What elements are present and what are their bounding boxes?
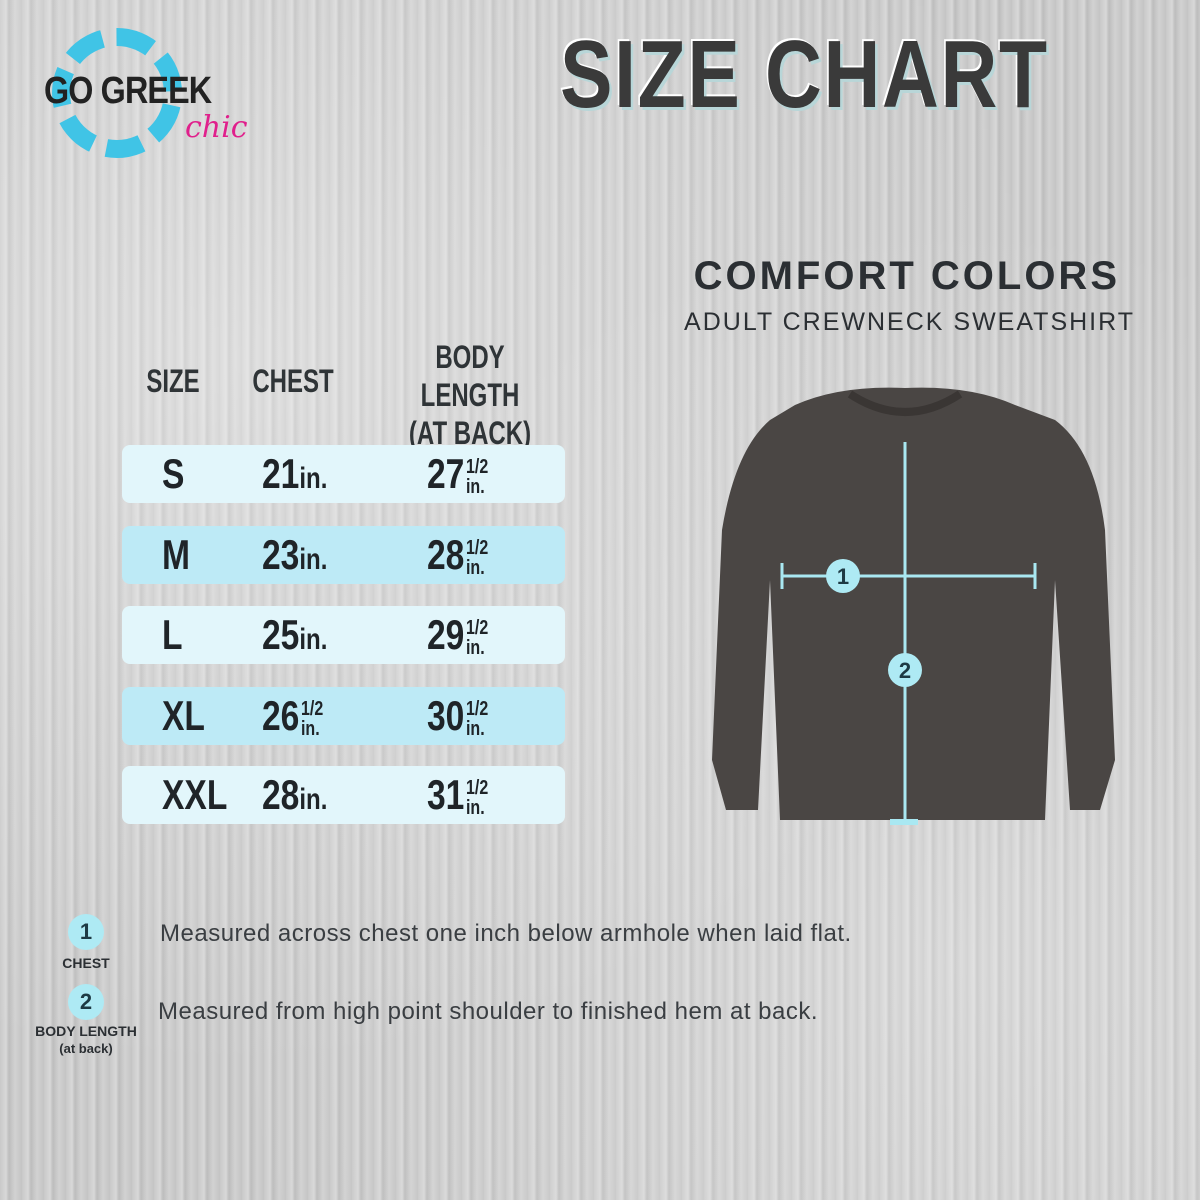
header-body-length: BODY LENGTH (AT BACK) [365,338,575,452]
length-unit: in. [465,717,485,740]
length-fraction: 1/2 [465,616,489,639]
length-whole: 29 [427,611,465,658]
size-cell: L [162,611,183,658]
chest-whole: 28 [262,771,300,818]
size-cell: XXL [162,771,228,818]
length-cell: 28 1/2 in. [427,531,488,579]
legend-2-label: BODY LENGTH [35,1023,137,1039]
chest-unit: in. [299,783,328,816]
product-name: ADULT CREWNECK SWEATSHIRT [684,308,1135,336]
marker-1-text: 1 [837,564,849,589]
size-cell: S [162,450,185,497]
chest-cell: 21in. [262,450,327,498]
length-fraction: 1/2 [465,776,489,799]
length-cell: 30 1/2 in. [427,692,488,740]
length-cell: 27 1/2 in. [427,450,488,498]
legend-2-sublabel: (at back) [59,1041,113,1056]
length-unit: in. [465,475,485,498]
length-whole: 31 [427,771,465,818]
table-row: L 25in. 29 1/2 in. [122,606,565,664]
header-size: SIZE [146,363,200,399]
length-unit: in. [465,636,485,659]
chest-cell: 28in. [262,771,327,819]
chest-unit: in. [300,717,320,740]
length-fraction: 1/2 [465,455,489,478]
length-unit: in. [465,556,485,579]
chest-cell: 25in. [262,611,327,659]
chest-cell: 23in. [262,531,327,579]
length-whole: 28 [427,531,465,578]
header-chest: CHEST [252,363,334,399]
length-cell: 29 1/2 in. [427,611,488,659]
chest-whole: 23 [262,531,300,578]
chest-unit: in. [299,623,328,656]
length-whole: 27 [427,450,465,497]
length-cell: 31 1/2 in. [427,771,488,819]
logo: GO GREEK chic [40,28,270,158]
legend-1-description: Measured across chest one inch below arm… [160,920,852,947]
length-whole: 30 [427,692,465,739]
length-unit: in. [465,796,485,819]
size-cell: XL [162,692,205,739]
marker-2-text: 2 [899,658,911,683]
chest-whole: 25 [262,611,300,658]
legend-2-marker: 2 [68,984,104,1020]
brand-name: COMFORT COLORS [693,254,1120,298]
header-body-length-line1: BODY LENGTH [420,339,520,413]
logo-accent-text: chic [185,110,248,145]
table-row: XXL 28in. 31 1/2 in. [122,766,565,824]
table-row: XL 26 1/2 in. 30 1/2 in. [122,687,565,745]
chest-whole: 26 [262,692,300,739]
length-fraction: 1/2 [465,536,489,559]
size-cell: M [162,531,190,578]
page-title: SIZE CHART [560,21,1049,128]
chest-unit: in. [299,543,328,576]
chest-fraction: 1/2 [300,697,324,720]
logo-main-text: GO GREEK [44,70,212,112]
table-row: S 21in. 27 1/2 in. [122,445,565,503]
chest-whole: 21 [262,450,300,497]
collar [847,390,963,416]
legend-1-label: CHEST [62,955,110,971]
chest-unit: in. [299,462,328,495]
sweatshirt-diagram: 1 2 [712,387,1115,825]
length-fraction: 1/2 [465,697,489,720]
legend-2-description: Measured from high point shoulder to fin… [158,998,819,1025]
sweatshirt-shape [712,387,1115,820]
legend-1-marker: 1 [68,914,104,950]
table-row: M 23in. 28 1/2 in. [122,526,565,584]
chest-cell: 26 1/2 in. [262,692,323,740]
marker-1-circle [826,559,860,593]
marker-2-circle [888,653,922,687]
